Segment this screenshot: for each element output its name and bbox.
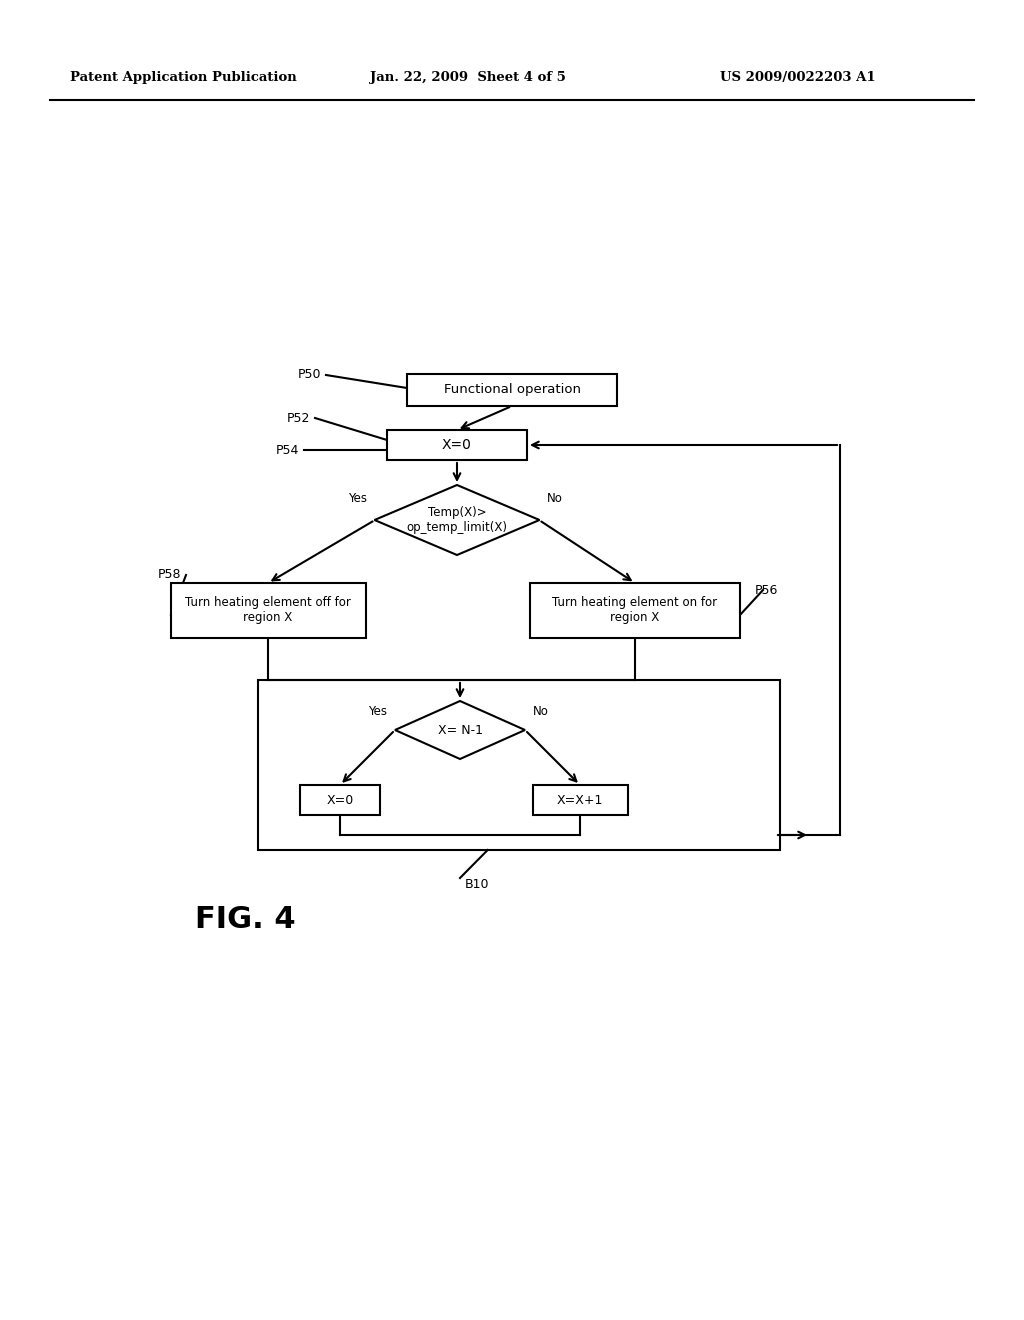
Polygon shape	[395, 701, 525, 759]
FancyBboxPatch shape	[300, 785, 380, 814]
Text: FIG. 4: FIG. 4	[195, 906, 296, 935]
Text: Jan. 22, 2009  Sheet 4 of 5: Jan. 22, 2009 Sheet 4 of 5	[370, 71, 566, 84]
Polygon shape	[375, 484, 540, 554]
Text: Turn heating element off for
region X: Turn heating element off for region X	[185, 597, 351, 624]
Text: P50: P50	[298, 368, 322, 381]
Text: Functional operation: Functional operation	[443, 384, 581, 396]
Text: X= N-1: X= N-1	[437, 723, 482, 737]
Text: Turn heating element on for
region X: Turn heating element on for region X	[552, 597, 718, 624]
Text: P58: P58	[158, 569, 181, 582]
FancyBboxPatch shape	[171, 582, 366, 638]
Text: Yes: Yes	[348, 492, 367, 506]
Text: B10: B10	[465, 878, 489, 891]
Text: P54: P54	[276, 444, 299, 457]
FancyBboxPatch shape	[407, 374, 617, 407]
Text: No: No	[534, 705, 549, 718]
Text: US 2009/0022203 A1: US 2009/0022203 A1	[720, 71, 876, 84]
Text: Temp(X)>
op_temp_limit(X): Temp(X)> op_temp_limit(X)	[407, 506, 508, 535]
Text: Yes: Yes	[368, 705, 387, 718]
Text: P52: P52	[287, 412, 310, 425]
Text: X=0: X=0	[442, 438, 472, 451]
Text: Patent Application Publication: Patent Application Publication	[70, 71, 297, 84]
FancyBboxPatch shape	[387, 430, 527, 459]
Text: P56: P56	[755, 583, 778, 597]
Text: X=X+1: X=X+1	[557, 793, 603, 807]
FancyBboxPatch shape	[530, 582, 740, 638]
Text: X=0: X=0	[327, 793, 353, 807]
FancyBboxPatch shape	[532, 785, 628, 814]
FancyBboxPatch shape	[258, 680, 780, 850]
Text: No: No	[547, 492, 563, 506]
